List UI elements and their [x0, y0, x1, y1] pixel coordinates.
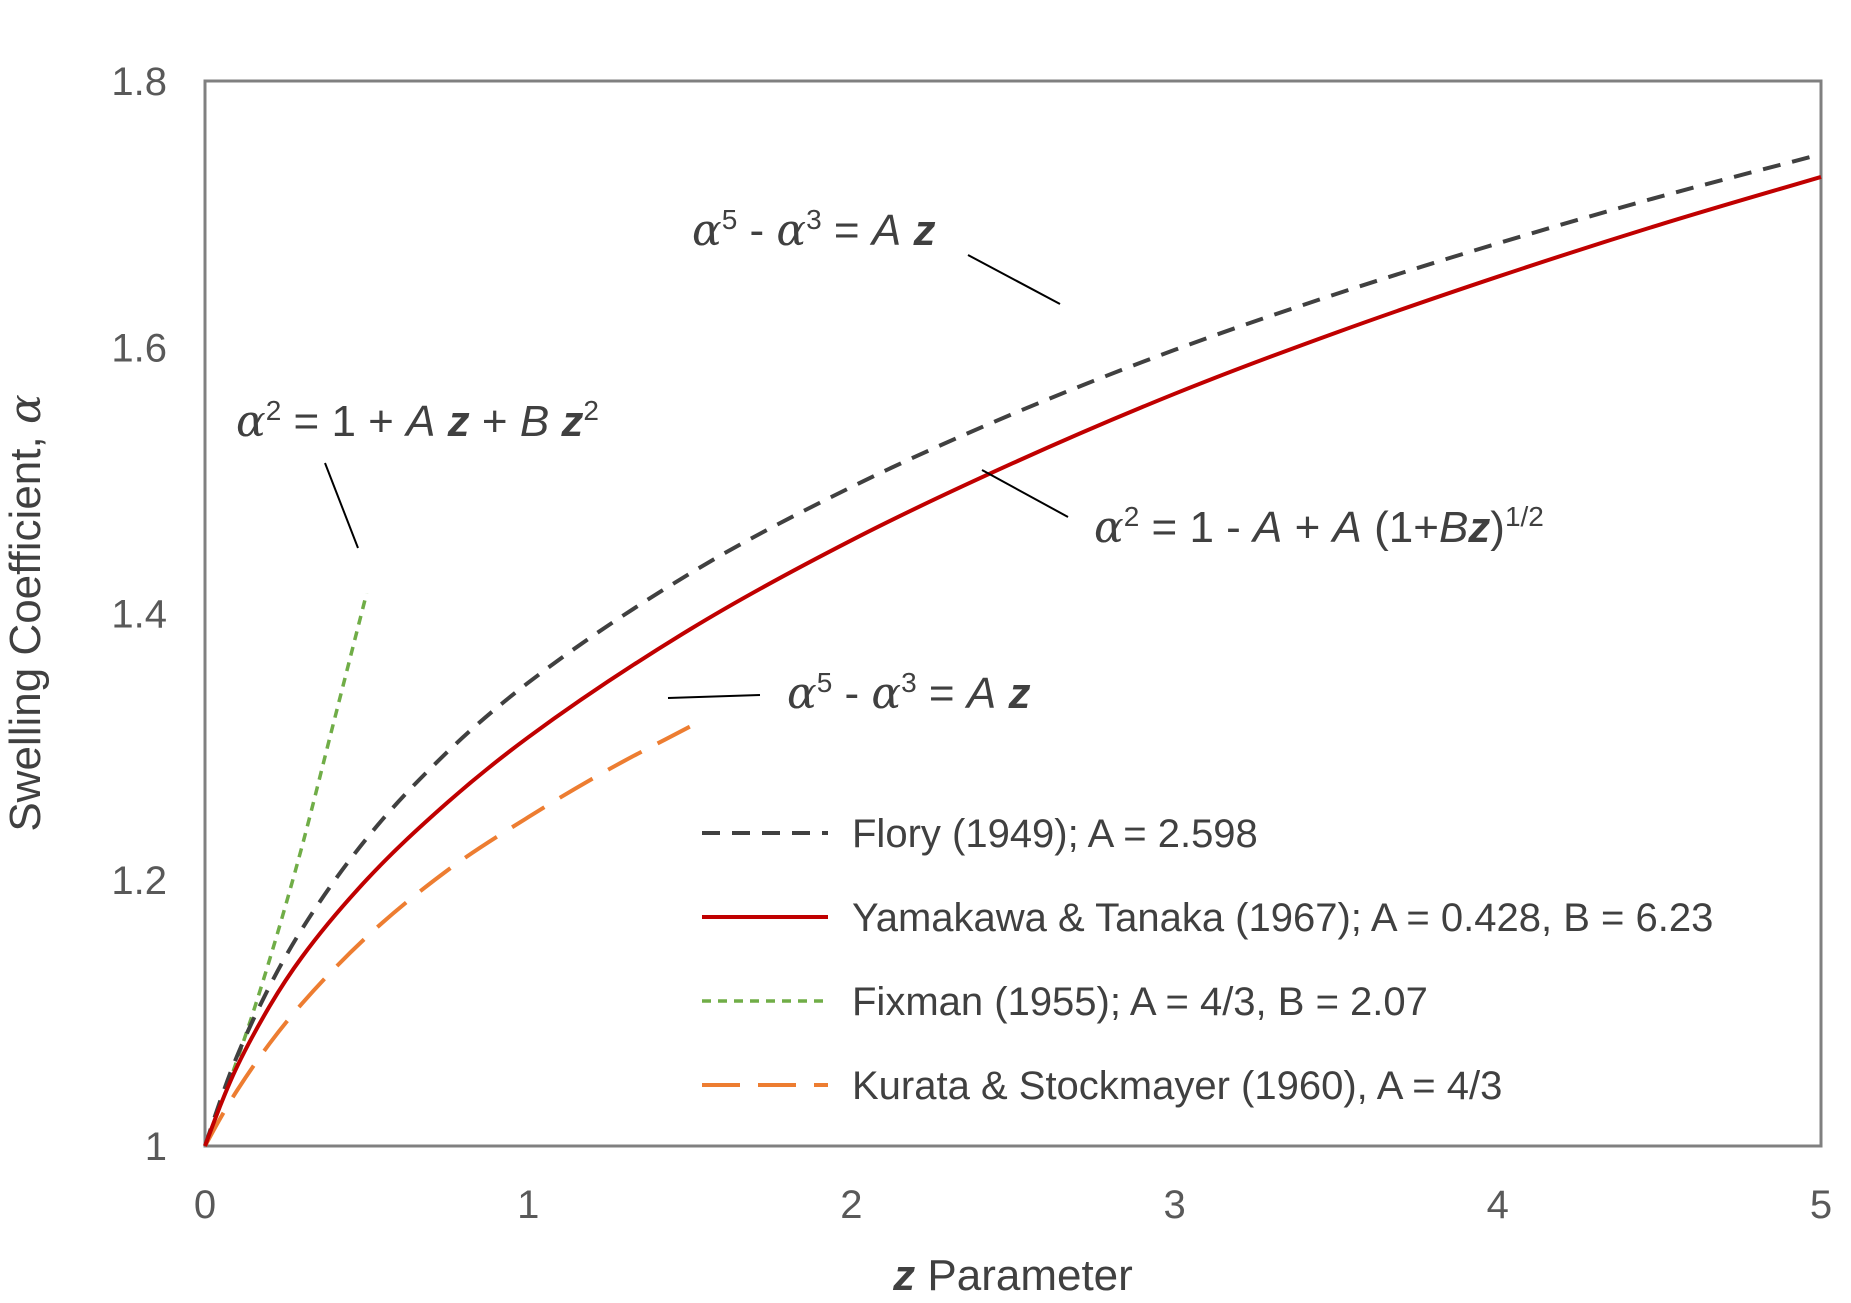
x-tick-label: 5 [1810, 1183, 1832, 1227]
y-axis-ticks: 1 1.2 1.4 1.6 1.8 [111, 60, 167, 1169]
legend-label: Fixman (1955); A = 4/3, B = 2.07 [852, 980, 1428, 1024]
y-axis-title: Swelling Coefficient, α [0, 394, 51, 831]
yamakawa-equation: α2 = 1 - A + A (1+Bz)1/2 [1094, 501, 1544, 553]
x-axis-title: z Parameter [892, 1251, 1133, 1300]
yamakawa-leader-line [981, 469, 1069, 518]
y-tick-label: 1 [145, 1125, 167, 1169]
y-tick-label: 1.8 [111, 60, 167, 104]
y-tick-label: 1.4 [111, 593, 167, 637]
kurata-equation: α5 - α3 = A z [787, 667, 1030, 719]
y-tick-label: 1.6 [111, 326, 167, 370]
kurata-leader-line [667, 694, 761, 699]
x-tick-label: 3 [1163, 1183, 1185, 1227]
legend: Flory (1949); A = 2.598 Yamakawa & Tanaka… [702, 812, 1713, 1108]
legend-label: Yamakawa & Tanaka (1967); A = 0.428, B =… [852, 896, 1713, 940]
y-tick-label: 1.2 [111, 859, 167, 903]
x-axis-ticks: 0 1 2 3 4 5 [194, 1183, 1832, 1227]
flory-leader-line [967, 254, 1061, 305]
x-tick-label: 2 [840, 1183, 862, 1227]
series-line-0 [203, 152, 1822, 1147]
fixman-leader-line [324, 462, 359, 549]
flory-equation: α5 - α3 = A z [692, 204, 935, 256]
legend-label: Kurata & Stockmayer (1960), A = 4/3 [852, 1064, 1502, 1108]
fixman-equation: α2 = 1 + A z + B z2 [236, 395, 599, 447]
series-line-1 [203, 174, 1822, 1147]
x-tick-label: 0 [194, 1183, 216, 1227]
x-tick-label: 1 [517, 1183, 539, 1227]
series-line-2 [203, 593, 369, 1147]
x-tick-label: 4 [1487, 1183, 1509, 1227]
series-layer [203, 152, 1822, 1147]
series-line-3 [203, 724, 691, 1147]
legend-label: Flory (1949); A = 2.598 [852, 812, 1258, 856]
